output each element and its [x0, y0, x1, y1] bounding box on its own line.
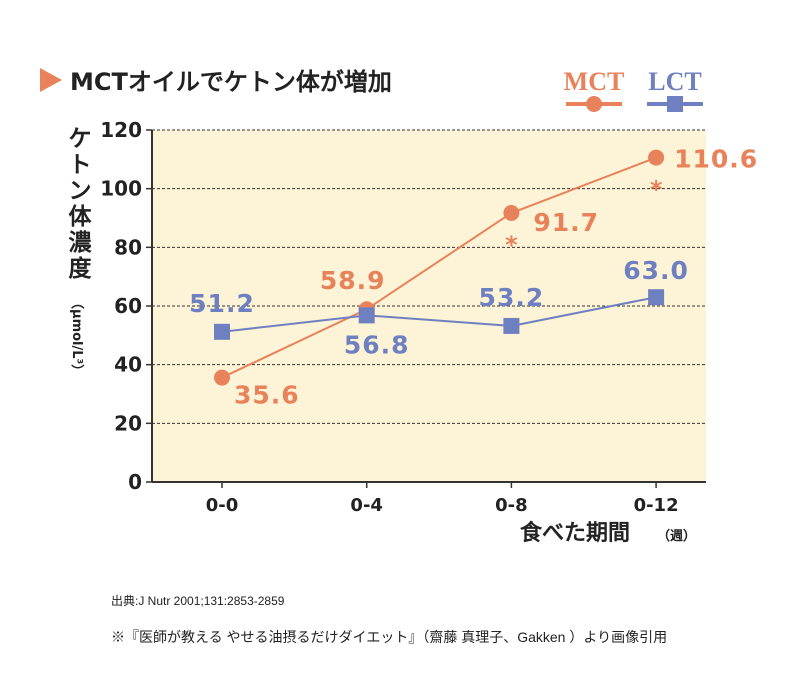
y-axis-label-char: 体 [69, 204, 93, 230]
lct-point [214, 323, 230, 340]
data-label-mct: 35.6 [234, 381, 300, 410]
y-tick-label: 120 [100, 118, 142, 142]
mct-point [214, 369, 230, 386]
y-tick-label: 60 [114, 294, 142, 318]
x-tick-label: 0-4 [350, 495, 383, 516]
significance-marker: * [505, 231, 518, 259]
title-marker-icon [40, 68, 62, 92]
y-axis-label-char: ケ [69, 126, 92, 152]
y-axis-label-char: ン [69, 178, 92, 204]
data-label-mct: 110.6 [674, 145, 758, 174]
y-axis-label-char: 度 [69, 255, 93, 282]
lct-point [358, 307, 375, 324]
y-tick-label: 100 [100, 177, 142, 201]
y-axis-label-char: 濃 [69, 230, 93, 256]
y-tick-label: 0 [128, 470, 142, 494]
x-axis-unit: （週） [657, 528, 696, 544]
data-label-lct: 63.0 [623, 256, 689, 285]
data-label-lct: 56.8 [344, 330, 410, 359]
source-note: 出典:J Nutr 2001;131:2853-2859 [111, 594, 285, 608]
y-tick-label: 20 [114, 411, 142, 435]
y-tick-label: 40 [114, 353, 142, 377]
x-tick-label: 0-12 [634, 495, 679, 516]
series-line-mct [221, 156, 657, 379]
legend-square-marker-icon [667, 96, 683, 112]
significance-marker: * [650, 176, 663, 204]
mct-point [648, 149, 665, 166]
citation-note: ※『医師が教える やせる油摂るだけダイエット』（齋藤 真理子、Gakken ）よ… [111, 629, 668, 645]
mct-point [503, 205, 520, 222]
legend-label-lct: LCT [648, 67, 701, 96]
chart-title: MCTオイルでケトン体が増加 [70, 68, 392, 96]
x-axis-label: 食べた期間 [520, 520, 630, 546]
lct-point [648, 289, 665, 306]
legend-label-mct: MCT [564, 67, 625, 96]
lct-point [503, 317, 520, 334]
y-axis-label-char: ト [69, 152, 92, 178]
data-label-mct: 91.7 [533, 208, 599, 237]
y-tick-label: 80 [114, 235, 142, 259]
data-label-lct: 53.2 [479, 283, 545, 312]
data-label-lct: 51.2 [189, 289, 255, 318]
y-axis-unit: （μmol/L³） [69, 296, 85, 377]
series-line-lct [221, 296, 657, 333]
data-label-mct: 58.9 [320, 266, 386, 295]
x-tick-label: 0-8 [495, 495, 528, 516]
x-tick-label: 0-0 [206, 495, 239, 516]
legend-circle-marker-icon [586, 96, 602, 112]
